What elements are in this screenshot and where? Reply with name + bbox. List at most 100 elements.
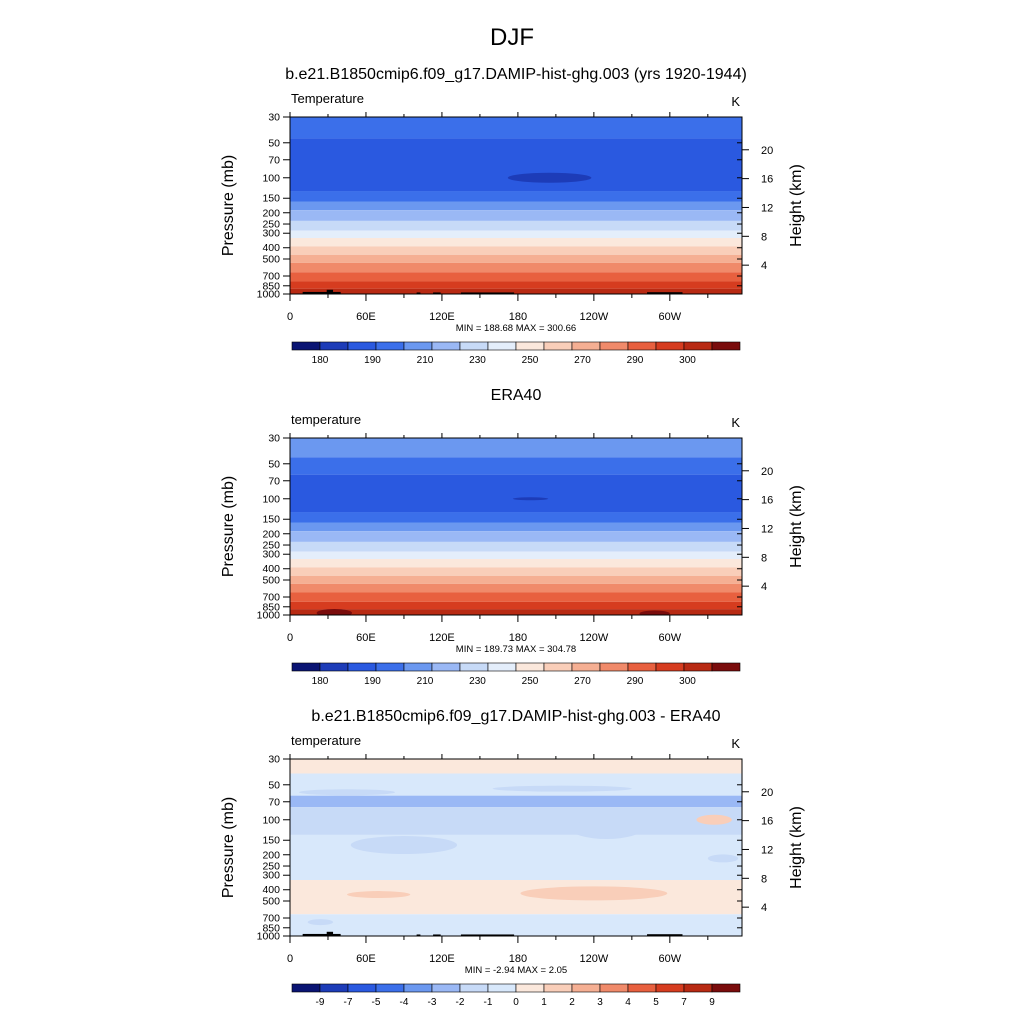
- figure-title: DJF: [490, 24, 534, 51]
- terrain-mask: [647, 292, 683, 294]
- contour-feature: [346, 891, 411, 899]
- colorbar-swatch: [571, 983, 601, 993]
- pressure-tick-label: 50: [268, 137, 280, 149]
- pressure-tick-label: 400: [262, 563, 280, 575]
- pressure-tick-label: 400: [262, 242, 280, 254]
- contour-band: [290, 457, 742, 475]
- lon-tick-label: 180: [509, 632, 527, 644]
- height-tick-label: 16: [761, 495, 773, 507]
- contour-band: [290, 210, 742, 221]
- pressure-tick-label: 700: [262, 591, 280, 603]
- height-tick-label: 20: [761, 787, 773, 799]
- contour-band: [290, 592, 742, 602]
- pressure-tick-label: 150: [262, 514, 280, 526]
- colorbar-swatch: [487, 983, 517, 993]
- pressure-tick-label: 300: [262, 870, 280, 882]
- contour-feature: [307, 919, 334, 926]
- lon-tick-label: 120E: [429, 632, 455, 644]
- plot-area: [290, 759, 742, 936]
- plot-frame: [289, 437, 743, 616]
- plot-frame: [289, 758, 743, 937]
- terrain-mask: [326, 289, 334, 294]
- pressure-tick-label: 250: [262, 540, 280, 552]
- colorbar-swatch: [599, 983, 629, 993]
- lon-tick-label: 120W: [579, 953, 608, 965]
- terrain-mask: [416, 292, 421, 294]
- pressure-tick-label: 250: [262, 861, 280, 873]
- height-tick-label: 8: [761, 873, 767, 885]
- colorbar-swatch: [543, 341, 573, 351]
- contour-feature: [316, 608, 353, 615]
- contour-feature: [571, 818, 642, 839]
- lon-tick-label: 0: [287, 632, 293, 644]
- contour-band: [290, 914, 742, 936]
- pressure-tick-label: 30: [268, 754, 280, 766]
- pressure-tick-label: 30: [268, 112, 280, 124]
- colorbar-swatch: [291, 983, 321, 993]
- panel-title: b.e21.B1850cmip6.f09_g17.DAMIP-hist-ghg.…: [311, 708, 720, 725]
- colorbar-swatch: [711, 983, 741, 993]
- height-tick-label: 20: [761, 466, 773, 478]
- pressure-tick-label: 50: [268, 779, 280, 791]
- colorbar-swatch: [515, 341, 545, 351]
- lon-tick-label: 0: [287, 953, 293, 965]
- min-max-stats: MIN = 189.73 MAX = 304.78: [456, 644, 576, 655]
- min-max-stats: MIN = 188.68 MAX = 300.66: [456, 323, 576, 334]
- colorbar-tick-label: 7: [681, 997, 687, 1008]
- plot-area: [290, 438, 742, 615]
- lon-tick-label: 0: [287, 311, 293, 323]
- lon-tick-label: 60E: [356, 311, 376, 323]
- contour-band: [290, 551, 742, 560]
- terrain-mask: [302, 933, 341, 936]
- colorbar-swatch: [655, 341, 685, 351]
- pressure-tick-label: 500: [262, 896, 280, 908]
- terrain-mask: [326, 931, 334, 936]
- colorbar-tick-label: -2: [456, 997, 465, 1008]
- colorbar-tick-label: 9: [709, 997, 715, 1008]
- height-tick-label: 12: [761, 523, 773, 535]
- height-tick-label: 16: [761, 816, 773, 828]
- contour-feature: [512, 497, 549, 501]
- pressure-tick-label: 70: [268, 475, 280, 487]
- contour-feature: [520, 886, 668, 901]
- colorbar-tick-label: 210: [417, 355, 434, 366]
- pressure-tick-label: 150: [262, 193, 280, 205]
- colorbar-swatch: [347, 341, 377, 351]
- colorbar-swatch: [319, 341, 349, 351]
- colorbar-tick-label: -3: [428, 997, 437, 1008]
- pressure-tick-label: 850: [262, 922, 280, 934]
- colorbar-swatch: [375, 662, 405, 672]
- terrain-mask: [460, 934, 515, 936]
- colorbar-tick-label: 4: [625, 997, 631, 1008]
- contour-feature: [696, 814, 732, 825]
- colorbar-swatch: [431, 662, 461, 672]
- panel-3: b.e21.B1850cmip6.f09_g17.DAMIP-hist-ghg.…: [220, 708, 805, 1008]
- contour-feature: [639, 610, 670, 615]
- colorbar-tick-label: 0: [513, 997, 519, 1008]
- lon-tick-label: 120E: [429, 311, 455, 323]
- lon-tick-label: 60W: [659, 311, 682, 323]
- contour-band: [290, 238, 742, 247]
- pressure-tick-label: 400: [262, 884, 280, 896]
- units-label: K: [731, 94, 740, 109]
- pressure-tick-label: 500: [262, 254, 280, 266]
- height-axis-label: Height (km): [788, 164, 805, 247]
- terrain-mask: [647, 934, 683, 936]
- colorbar-tick-label: -5: [372, 997, 381, 1008]
- height-tick-label: 12: [761, 844, 773, 856]
- pressure-tick-label: 70: [268, 154, 280, 166]
- pressure-axis-label: Pressure (mb): [220, 797, 237, 898]
- contour-band: [290, 583, 742, 593]
- colorbar-tick-label: 190: [364, 355, 381, 366]
- colorbar-swatch: [627, 983, 657, 993]
- lon-tick-label: 60W: [659, 632, 682, 644]
- colorbar-swatch: [459, 983, 489, 993]
- terrain-mask: [416, 934, 421, 936]
- plot-frame: [289, 116, 743, 295]
- colorbar-swatch: [459, 341, 489, 351]
- panel-1: b.e21.B1850cmip6.f09_g17.DAMIP-hist-ghg.…: [220, 66, 805, 366]
- colorbar-swatch: [347, 983, 377, 993]
- colorbar-swatch: [711, 341, 741, 351]
- colorbar-swatch: [431, 341, 461, 351]
- height-tick-label: 4: [761, 260, 767, 272]
